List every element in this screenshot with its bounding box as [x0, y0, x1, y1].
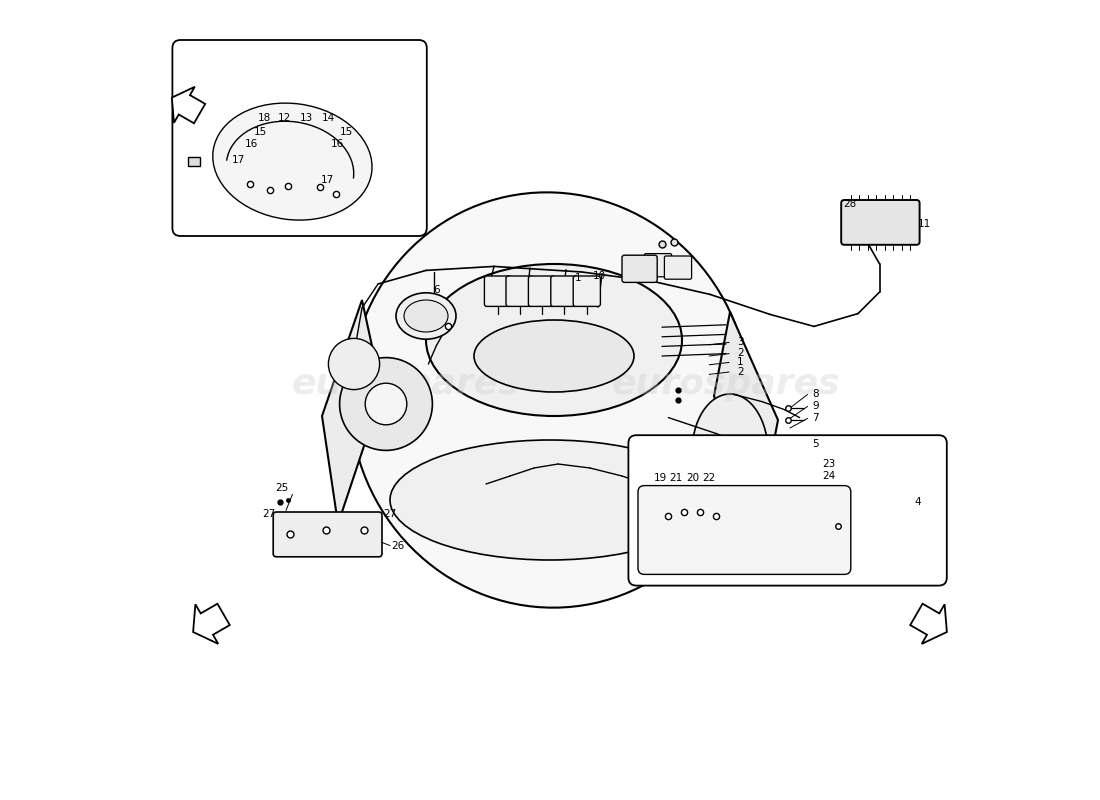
Text: 1: 1	[737, 358, 744, 367]
FancyBboxPatch shape	[528, 276, 556, 306]
Text: 28: 28	[844, 199, 857, 209]
Text: 26: 26	[392, 541, 405, 550]
Text: 2: 2	[737, 367, 744, 377]
Bar	[188, 157, 200, 166]
Ellipse shape	[404, 300, 448, 332]
Text: 18: 18	[257, 114, 271, 123]
Text: 15: 15	[254, 127, 267, 137]
Text: 17: 17	[231, 155, 244, 165]
Text: 13: 13	[299, 114, 312, 123]
Polygon shape	[910, 604, 947, 644]
Text: 19: 19	[653, 473, 667, 482]
FancyBboxPatch shape	[273, 512, 382, 557]
Ellipse shape	[350, 192, 750, 608]
Polygon shape	[194, 604, 230, 644]
Text: eurospares: eurospares	[688, 514, 828, 534]
Text: 4: 4	[915, 498, 922, 507]
FancyBboxPatch shape	[484, 276, 512, 306]
Polygon shape	[322, 300, 382, 524]
Circle shape	[340, 358, 432, 450]
Text: 22: 22	[702, 473, 715, 482]
FancyBboxPatch shape	[621, 255, 657, 282]
Text: 3: 3	[737, 337, 744, 346]
Ellipse shape	[390, 440, 710, 560]
FancyBboxPatch shape	[506, 276, 534, 306]
Circle shape	[365, 383, 407, 425]
Text: 24: 24	[822, 471, 835, 481]
Ellipse shape	[426, 264, 682, 416]
Ellipse shape	[396, 293, 456, 339]
Text: 16: 16	[245, 139, 258, 149]
Ellipse shape	[692, 394, 768, 510]
FancyBboxPatch shape	[638, 486, 850, 574]
Text: 14: 14	[322, 114, 335, 123]
Text: 23: 23	[822, 459, 835, 469]
Polygon shape	[714, 312, 778, 524]
FancyBboxPatch shape	[173, 40, 427, 236]
FancyBboxPatch shape	[573, 276, 601, 306]
FancyBboxPatch shape	[551, 276, 578, 306]
Text: 21: 21	[669, 473, 682, 482]
FancyBboxPatch shape	[664, 256, 692, 279]
Polygon shape	[172, 86, 206, 123]
Text: 27: 27	[384, 509, 397, 518]
Text: 1: 1	[574, 274, 581, 283]
Text: eurospares: eurospares	[292, 367, 520, 401]
Text: 27: 27	[262, 509, 275, 518]
Text: 17: 17	[321, 175, 334, 185]
Text: 12: 12	[278, 114, 292, 123]
Text: 2: 2	[737, 348, 744, 358]
FancyBboxPatch shape	[628, 435, 947, 586]
Ellipse shape	[212, 103, 372, 220]
Ellipse shape	[474, 320, 634, 392]
Text: 10: 10	[593, 271, 606, 281]
Text: 7: 7	[812, 413, 818, 422]
Circle shape	[329, 338, 379, 390]
Text: 16: 16	[331, 139, 344, 149]
Text: eurospares: eurospares	[223, 138, 364, 158]
Text: 25: 25	[275, 483, 288, 493]
Text: 6: 6	[433, 285, 440, 294]
Text: 8: 8	[812, 389, 818, 398]
Text: eurospares: eurospares	[612, 367, 840, 401]
Text: 15: 15	[340, 127, 353, 137]
Text: 9: 9	[812, 401, 818, 410]
FancyBboxPatch shape	[645, 254, 672, 277]
Text: 20: 20	[685, 473, 698, 482]
Text: 5: 5	[812, 439, 818, 449]
Text: 11: 11	[917, 219, 931, 229]
FancyBboxPatch shape	[842, 200, 920, 245]
